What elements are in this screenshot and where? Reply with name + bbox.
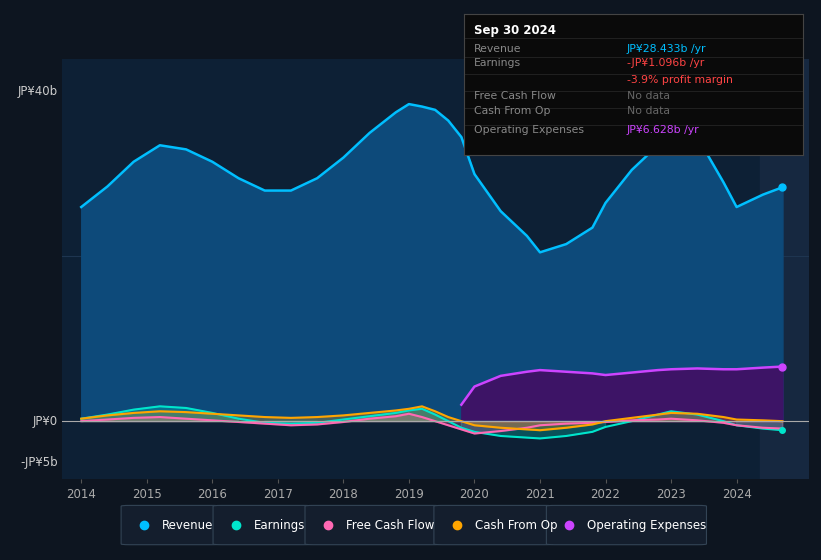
Text: Free Cash Flow: Free Cash Flow [346,519,434,531]
FancyBboxPatch shape [433,505,553,545]
Text: Operating Expenses: Operating Expenses [588,519,707,531]
Text: Earnings: Earnings [475,58,521,68]
Text: Revenue: Revenue [475,44,521,54]
Text: Cash From Op: Cash From Op [475,519,557,531]
Text: Sep 30 2024: Sep 30 2024 [475,24,556,37]
FancyBboxPatch shape [547,505,706,545]
Text: Cash From Op: Cash From Op [475,106,551,116]
Text: -JP¥5b: -JP¥5b [21,456,57,469]
Bar [759,59,809,479]
FancyBboxPatch shape [213,505,312,545]
Text: -3.9% profit margin: -3.9% profit margin [626,75,732,85]
Text: Revenue: Revenue [162,519,213,531]
Text: Operating Expenses: Operating Expenses [475,125,585,134]
Text: Free Cash Flow: Free Cash Flow [475,91,556,101]
Text: No data: No data [626,91,670,101]
Text: JP¥6.628b /yr: JP¥6.628b /yr [626,125,699,134]
Text: JP¥0: JP¥0 [33,414,57,428]
FancyBboxPatch shape [305,505,441,545]
Text: -JP¥1.096b /yr: -JP¥1.096b /yr [626,58,704,68]
Text: No data: No data [626,106,670,116]
Text: Earnings: Earnings [255,519,305,531]
Text: JP¥28.433b /yr: JP¥28.433b /yr [626,44,706,54]
Text: JP¥40b: JP¥40b [18,85,57,98]
FancyBboxPatch shape [121,505,220,545]
